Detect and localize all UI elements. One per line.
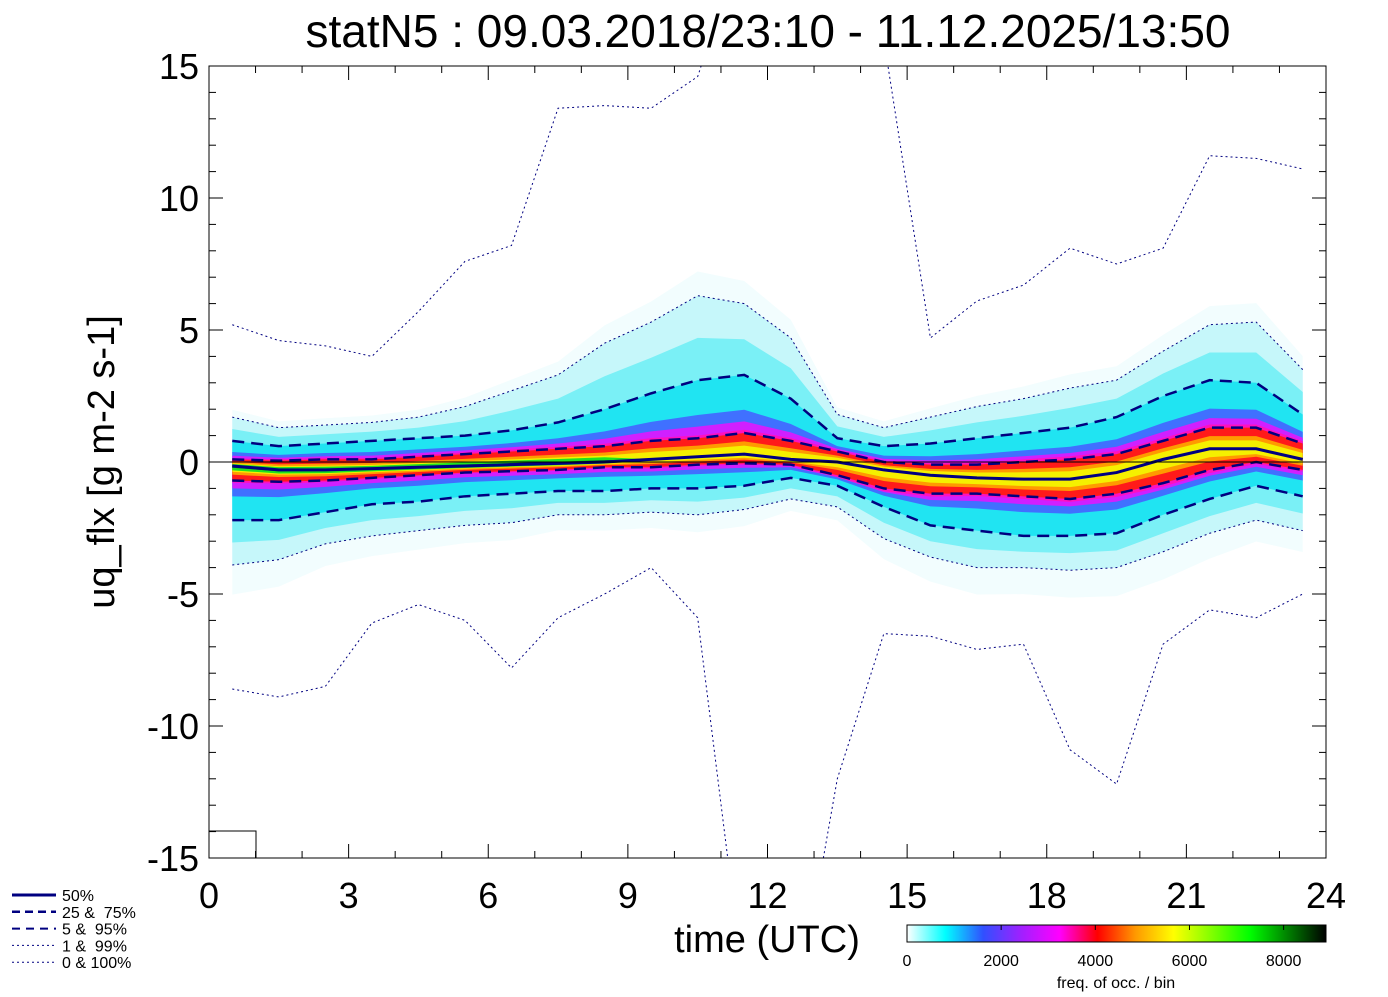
density-band-green: [232, 448, 1303, 480]
series-line-95pct: [232, 373, 1304, 448]
colorbar-ticks: 0 2000 4000 6000 8000: [903, 925, 1302, 970]
legend-label: 0 & 100%: [62, 955, 131, 972]
series-line-0pct: [232, 566, 1303, 858]
x-tick-label: 9: [618, 875, 638, 916]
y-tick-labels: -15 -10 -5 0 5 10 15: [147, 46, 199, 879]
colorbar-bar: [906, 924, 1327, 943]
y-tick-label: -10: [147, 706, 199, 747]
colorbar-tick-label: 6000: [1172, 953, 1208, 970]
x-tick-label: 21: [1166, 875, 1206, 916]
legend: 50%25 & 75%5 & 95%1 & 99%0 & 100%: [12, 888, 136, 972]
chart-title: statN5 : 09.03.2018/23:10 - 11.12.2025/1…: [306, 5, 1231, 57]
x-tick-label: 24: [1306, 875, 1346, 916]
series-line-99pct: [232, 295, 1304, 429]
series-line-5pct: [232, 476, 1304, 538]
colorbar-tick-label: 0: [903, 953, 912, 970]
percentile-lines: [232, 66, 1304, 858]
legend-label: 50%: [62, 888, 94, 905]
colorbar-label: freq. of occ. / bin: [1057, 975, 1175, 992]
y-tick-label: 10: [159, 178, 199, 219]
legend-label: 25 & 75%: [62, 905, 136, 922]
series-line-25pct: [232, 460, 1303, 501]
x-axis-label: time (UTC): [674, 919, 860, 961]
colorbar-tick-label: 8000: [1266, 953, 1302, 970]
colorbar-tick-label: 2000: [983, 953, 1019, 970]
legend-label: 1 & 99%: [62, 938, 127, 955]
y-axis-label: uq_flx [g m-2 s-1]: [81, 315, 123, 609]
series-line-50pct: [232, 447, 1304, 481]
colorbar-tick-label: 4000: [1078, 953, 1114, 970]
y-tick-label: -15: [147, 838, 199, 879]
density-band-yellow: [232, 440, 1303, 488]
corner-box: [208, 830, 257, 859]
legend-label: 5 & 95%: [62, 922, 127, 939]
y-tick-label: 0: [179, 442, 199, 483]
y-tick-label: 5: [179, 310, 199, 351]
x-tick-labels: 0 3 6 9 12 15 18 21 24: [199, 875, 1346, 916]
x-tick-label: 15: [887, 875, 927, 916]
y-tick-label: 15: [159, 46, 199, 87]
x-tick-label: 12: [747, 875, 787, 916]
colorbar: 0 2000 4000 6000 8000 freq. of occ. / bin: [903, 924, 1327, 992]
x-tick-label: 0: [199, 875, 219, 916]
x-tick-label: 3: [339, 875, 359, 916]
series-line-75pct: [232, 426, 1304, 466]
x-tick-label: 18: [1027, 875, 1067, 916]
x-tick-label: 6: [478, 875, 498, 916]
axis-ticks: [208, 65, 1327, 859]
series-line-1pct: [232, 498, 1303, 571]
y-tick-label: -5: [167, 574, 199, 615]
